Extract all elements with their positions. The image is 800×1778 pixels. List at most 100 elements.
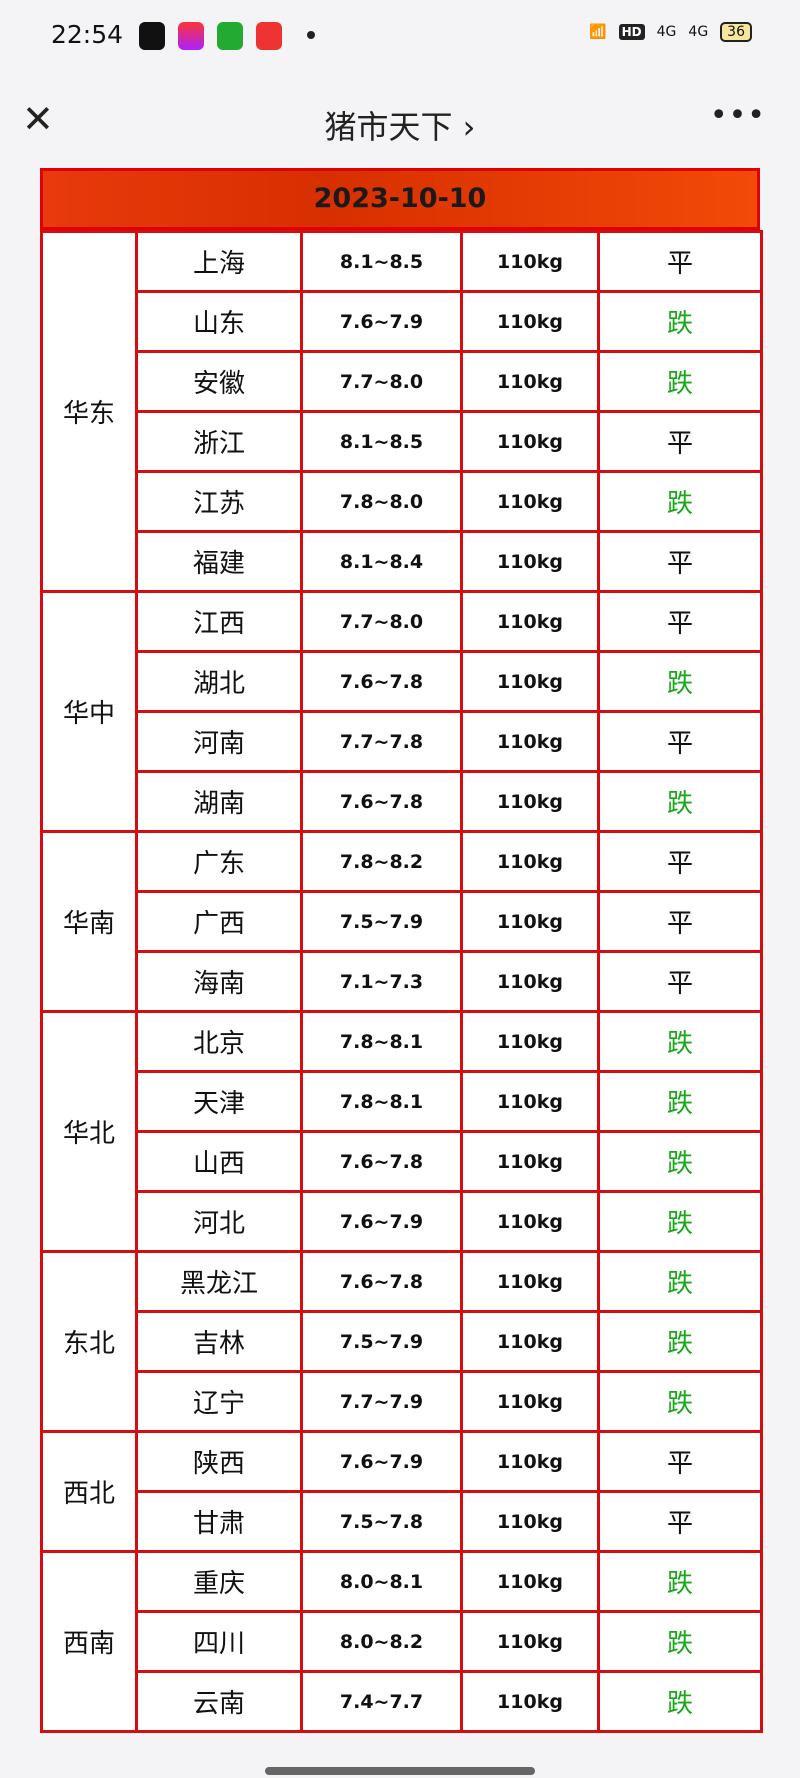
- province-cell: 湖南: [135, 770, 303, 833]
- wifi-icon: 📶: [589, 24, 607, 40]
- province-cell: 四川: [135, 1610, 303, 1673]
- table-row: 华北 北京 7.8~8.1 110kg 跌: [40, 1010, 763, 1253]
- trend-cell: 平: [597, 230, 763, 293]
- weight-cell: 110kg: [460, 710, 600, 773]
- price-cell: 7.6~7.9: [300, 1430, 463, 1493]
- table-row: 华东 上海 8.1~8.5 110kg 平: [40, 230, 763, 593]
- close-icon[interactable]: ✕: [22, 97, 54, 141]
- table-row: 辽宁 7.7~7.9 110kg 跌: [42, 1370, 763, 1433]
- page-title[interactable]: 猪市天下 ›: [324, 108, 476, 146]
- province-cell: 辽宁: [135, 1370, 303, 1433]
- clock: 22:54: [51, 20, 124, 49]
- nav-bar: ✕ 猪市天下 › •••: [0, 90, 800, 150]
- price-cell: 8.1~8.5: [300, 230, 463, 293]
- signal-icon: 4G: [656, 24, 677, 40]
- trend-cell: 平: [597, 890, 763, 953]
- region-cell: 西南: [40, 1550, 138, 1733]
- weight-cell: 110kg: [460, 1370, 600, 1433]
- trend-cell: 平: [597, 1490, 763, 1553]
- trend-cell: 跌: [597, 1310, 763, 1373]
- weight-cell: 110kg: [460, 590, 600, 653]
- table-row: 西北 陕西 7.6~7.9 110kg 平: [40, 1430, 763, 1553]
- province-cell: 甘肃: [135, 1490, 303, 1553]
- price-cell: 7.7~7.9: [300, 1370, 463, 1433]
- weight-cell: 110kg: [460, 410, 600, 473]
- price-cell: 7.7~8.0: [300, 590, 463, 653]
- battery-icon: 36: [720, 22, 752, 42]
- table-row: 西南 重庆 8.0~8.1 110kg 跌: [40, 1550, 763, 1733]
- trend-cell: 跌: [597, 770, 763, 833]
- weight-cell: 110kg: [460, 890, 600, 953]
- trend-cell: 平: [597, 950, 763, 1013]
- price-cell: 7.6~7.8: [300, 1130, 463, 1193]
- table-row: 云南 7.4~7.7 110kg 跌: [42, 1670, 763, 1733]
- province-cell: 北京: [135, 1010, 303, 1073]
- more-icon[interactable]: •••: [709, 98, 766, 133]
- trend-cell: 平: [597, 590, 763, 653]
- price-cell: 7.8~8.0: [300, 470, 463, 533]
- weight-cell: 110kg: [460, 1190, 600, 1253]
- region-cell: 华南: [40, 830, 138, 1013]
- weight-cell: 110kg: [460, 950, 600, 1013]
- weight-cell: 110kg: [460, 470, 600, 533]
- table-row: 安徽 7.7~8.0 110kg 跌: [42, 350, 763, 413]
- trend-cell: 平: [597, 530, 763, 593]
- weight-cell: 110kg: [460, 1010, 600, 1073]
- notification-dot: [307, 31, 315, 39]
- table-row: 吉林 7.5~7.9 110kg 跌: [42, 1310, 763, 1373]
- home-indicator[interactable]: [265, 1767, 535, 1775]
- weight-cell: 110kg: [460, 530, 600, 593]
- price-cell: 7.5~7.9: [300, 1310, 463, 1373]
- weight-cell: 110kg: [460, 1610, 600, 1673]
- price-cell: 7.5~7.8: [300, 1490, 463, 1553]
- table-row: 东北 黑龙江 7.6~7.8 110kg 跌: [40, 1250, 763, 1433]
- price-cell: 7.1~7.3: [300, 950, 463, 1013]
- weight-cell: 110kg: [460, 290, 600, 353]
- trend-cell: 跌: [597, 1130, 763, 1193]
- province-cell: 福建: [135, 530, 303, 593]
- music-icon: [256, 22, 282, 50]
- region-cell: 华北: [40, 1010, 138, 1253]
- price-cell: 7.7~7.8: [300, 710, 463, 773]
- price-cell: 8.1~8.4: [300, 530, 463, 593]
- province-cell: 天津: [135, 1070, 303, 1133]
- price-cell: 8.1~8.5: [300, 410, 463, 473]
- trend-cell: 平: [597, 410, 763, 473]
- weight-cell: 110kg: [460, 830, 600, 893]
- trend-cell: 跌: [597, 1370, 763, 1433]
- province-cell: 上海: [135, 230, 303, 293]
- weight-cell: 110kg: [460, 1670, 600, 1733]
- province-cell: 山东: [135, 290, 303, 353]
- hd-icon: HD: [618, 24, 645, 40]
- region-cell: 西北: [40, 1430, 138, 1553]
- trend-cell: 平: [597, 1430, 763, 1493]
- price-cell: 7.6~7.8: [300, 770, 463, 833]
- table-row: 福建 8.1~8.4 110kg 平: [42, 530, 763, 593]
- province-cell: 安徽: [135, 350, 303, 413]
- province-cell: 江苏: [135, 470, 303, 533]
- table-row: 江苏 7.8~8.0 110kg 跌: [42, 470, 763, 533]
- table-row: 浙江 8.1~8.5 110kg 平: [42, 410, 763, 473]
- table-row: 华南 广东 7.8~8.2 110kg 平: [40, 830, 763, 1013]
- price-cell: 8.0~8.2: [300, 1610, 463, 1673]
- region-cell: 华东: [40, 230, 138, 593]
- price-cell: 7.8~8.2: [300, 830, 463, 893]
- weight-cell: 110kg: [460, 650, 600, 713]
- weight-cell: 110kg: [460, 1070, 600, 1133]
- province-cell: 河南: [135, 710, 303, 773]
- trend-cell: 平: [597, 710, 763, 773]
- weight-cell: 110kg: [460, 1130, 600, 1193]
- price-cell: 7.8~8.1: [300, 1010, 463, 1073]
- shopping-icon: [217, 22, 243, 50]
- weight-cell: 110kg: [460, 350, 600, 413]
- weight-cell: 110kg: [460, 1430, 600, 1493]
- signal-icon-2: 4G: [688, 24, 709, 40]
- trend-cell: 跌: [597, 350, 763, 413]
- province-cell: 湖北: [135, 650, 303, 713]
- price-cell: 7.6~7.8: [300, 650, 463, 713]
- price-cell: 7.4~7.7: [300, 1670, 463, 1733]
- trend-cell: 跌: [597, 290, 763, 353]
- province-cell: 海南: [135, 950, 303, 1013]
- province-cell: 云南: [135, 1670, 303, 1733]
- price-cell: 7.6~7.9: [300, 290, 463, 353]
